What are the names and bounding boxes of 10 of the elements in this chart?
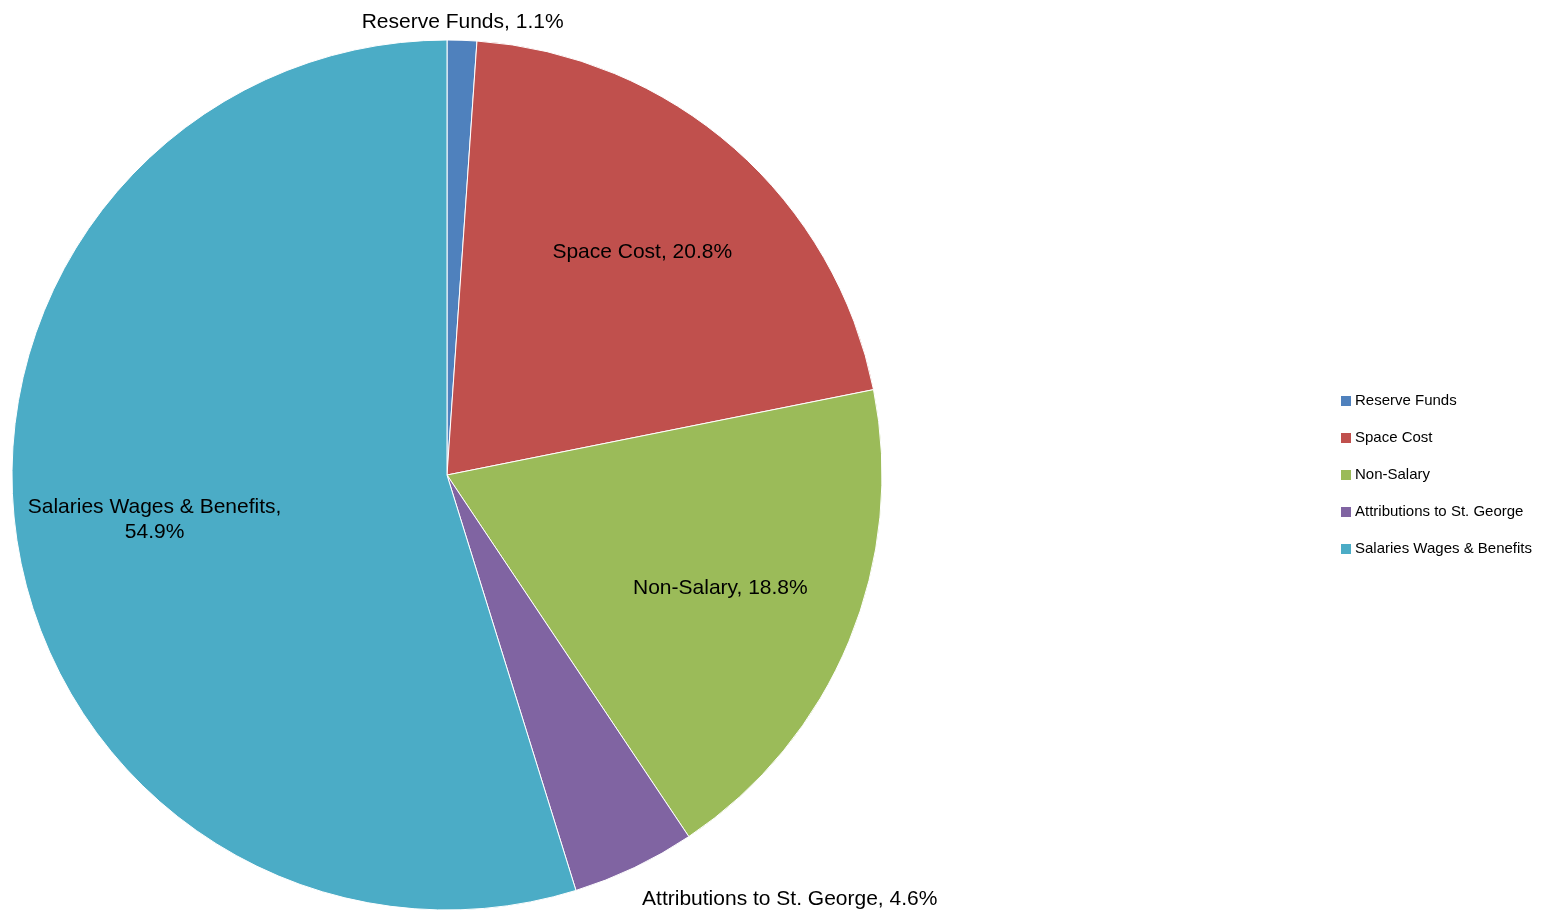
data-label: Space Cost, 20.8% xyxy=(552,239,733,263)
data-label: Non-Salary, 18.8% xyxy=(633,574,808,598)
data-label: Attributions to St. George, 4.6% xyxy=(642,886,938,910)
legend-label: Space Cost xyxy=(1355,427,1434,445)
legend-label: Non-Salary xyxy=(1355,464,1431,482)
legend-label: Reserve Funds xyxy=(1355,390,1457,408)
legend-label: Salaries Wages & Benefits xyxy=(1355,538,1533,556)
data-label: Reserve Funds, 1.1% xyxy=(361,8,564,32)
legend-label: Attributions to St. George xyxy=(1355,501,1524,519)
data-label: Salaries Wages & Benefits, 54.9% xyxy=(27,493,282,542)
